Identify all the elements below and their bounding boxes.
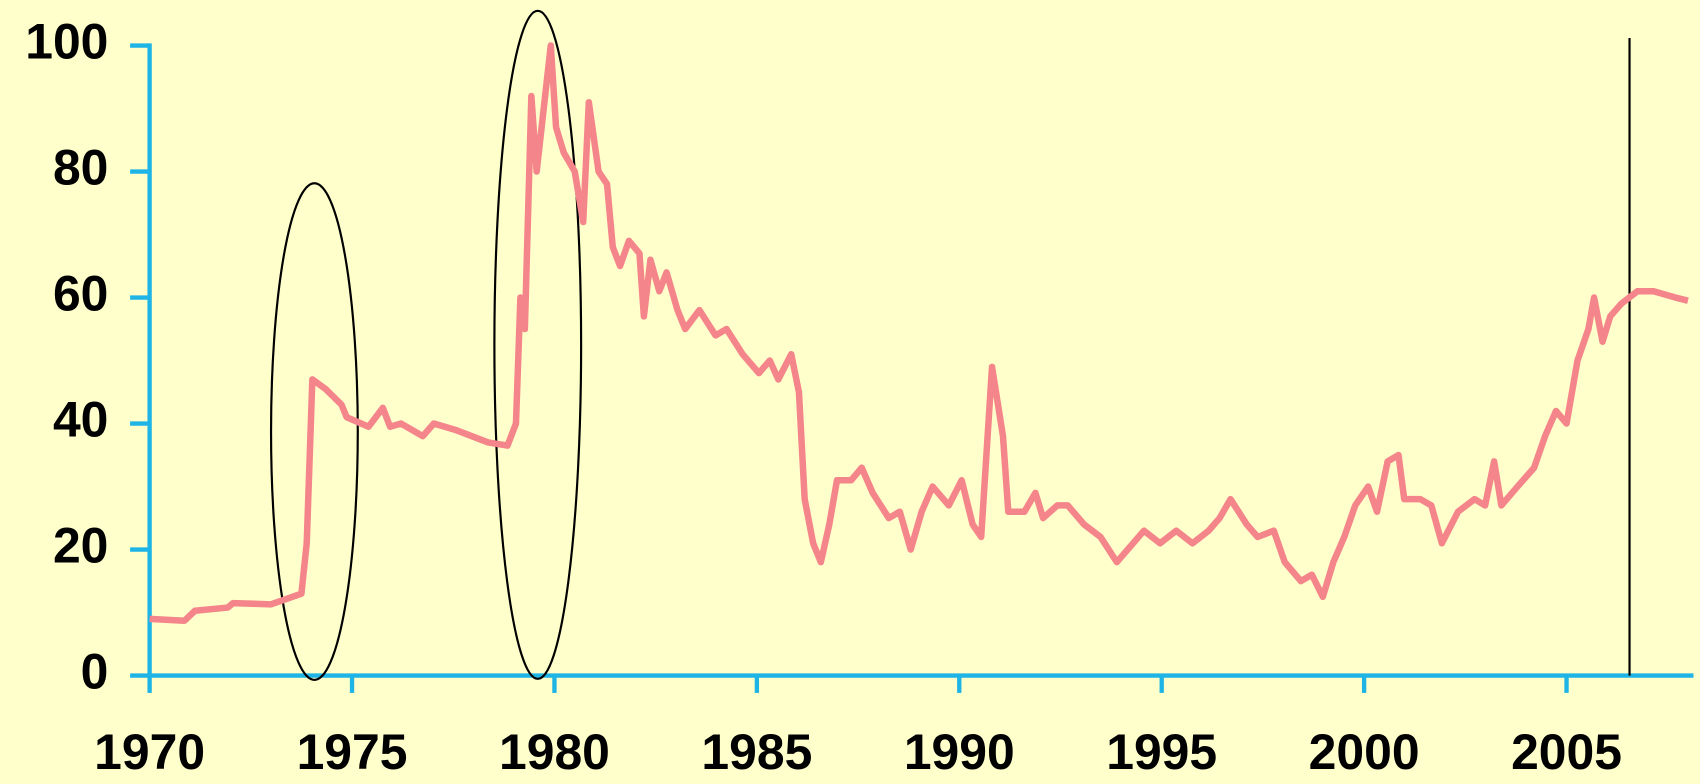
x-tick-label: 1985 <box>701 724 812 780</box>
x-tick-label: 1990 <box>904 724 1015 780</box>
y-tick-label: 20 <box>53 518 108 574</box>
x-tick-label: 2005 <box>1511 724 1622 780</box>
y-tick-label: 40 <box>53 392 108 448</box>
x-tick-label: 2000 <box>1309 724 1420 780</box>
y-tick-label: 60 <box>53 266 108 322</box>
y-tick-label: 100 <box>25 14 108 70</box>
x-tick-label: 1980 <box>499 724 610 780</box>
x-tick-label: 1975 <box>297 724 408 780</box>
x-tick-label: 1995 <box>1106 724 1217 780</box>
y-tick-label: 80 <box>53 140 108 196</box>
highlight-ellipse <box>269 182 359 681</box>
highlight-ellipse <box>493 9 583 680</box>
data-line <box>149 42 1689 625</box>
x-tick-label: 1970 <box>94 724 205 780</box>
y-tick-label: 0 <box>81 644 109 700</box>
